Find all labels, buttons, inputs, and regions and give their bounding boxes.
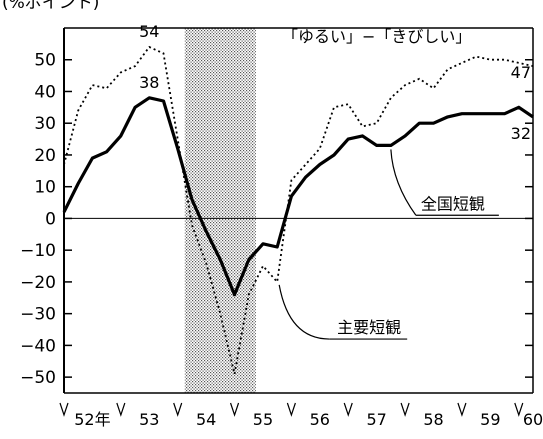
- x-tick-label: 53: [139, 410, 159, 429]
- unit-label: (%ポイント): [2, 0, 99, 13]
- x-boundary-mark: [400, 402, 410, 417]
- y-tick-label: −20: [20, 273, 56, 293]
- data-label: 38: [139, 73, 159, 92]
- data-label: 54: [139, 22, 159, 41]
- x-boundary-mark: [116, 402, 126, 417]
- y-tick-label: −10: [20, 241, 56, 261]
- x-boundary-mark: [457, 402, 467, 417]
- y-tick-label: −40: [20, 336, 56, 356]
- y-tick-label: −30: [20, 305, 56, 325]
- x-boundary-mark: [173, 402, 183, 417]
- y-tick-label: 0: [45, 209, 56, 229]
- x-tick-label: 55: [253, 410, 273, 429]
- y-tick-label: 50: [34, 51, 56, 71]
- x-boundary-mark: [514, 402, 524, 417]
- leader-line-major: [278, 284, 330, 340]
- y-tick-label: −50: [20, 368, 56, 388]
- x-tick-label: 57: [366, 410, 386, 429]
- x-tick-label: 54: [196, 410, 216, 429]
- x-tick-label: 59: [480, 410, 500, 429]
- x-boundary-mark: [59, 402, 69, 417]
- series-line-major: [63, 45, 534, 375]
- series-label-national: 全国短観: [421, 194, 485, 213]
- y-tick-label: 20: [34, 146, 56, 166]
- y-tick-label: 40: [34, 82, 56, 102]
- y-tick-label: 30: [34, 114, 56, 134]
- x-boundary-mark: [286, 402, 296, 417]
- series-line-national: [62, 96, 534, 297]
- y-tick-label: 10: [34, 178, 56, 198]
- x-boundary-mark: [343, 402, 353, 417]
- series-label-major: 主要短観: [337, 318, 401, 337]
- x-boundary-mark: [229, 402, 240, 417]
- x-tick-label: 56: [310, 410, 330, 429]
- chart-title: 「ゆるい」−「きびしい」: [282, 27, 471, 46]
- data-label: 47: [511, 63, 531, 82]
- leader-line-national: [390, 149, 417, 216]
- x-tick-label: 52年: [74, 410, 110, 429]
- data-label: 32: [511, 124, 531, 143]
- x-tick-label: 60: [523, 410, 543, 429]
- x-tick-label: 58: [423, 410, 443, 429]
